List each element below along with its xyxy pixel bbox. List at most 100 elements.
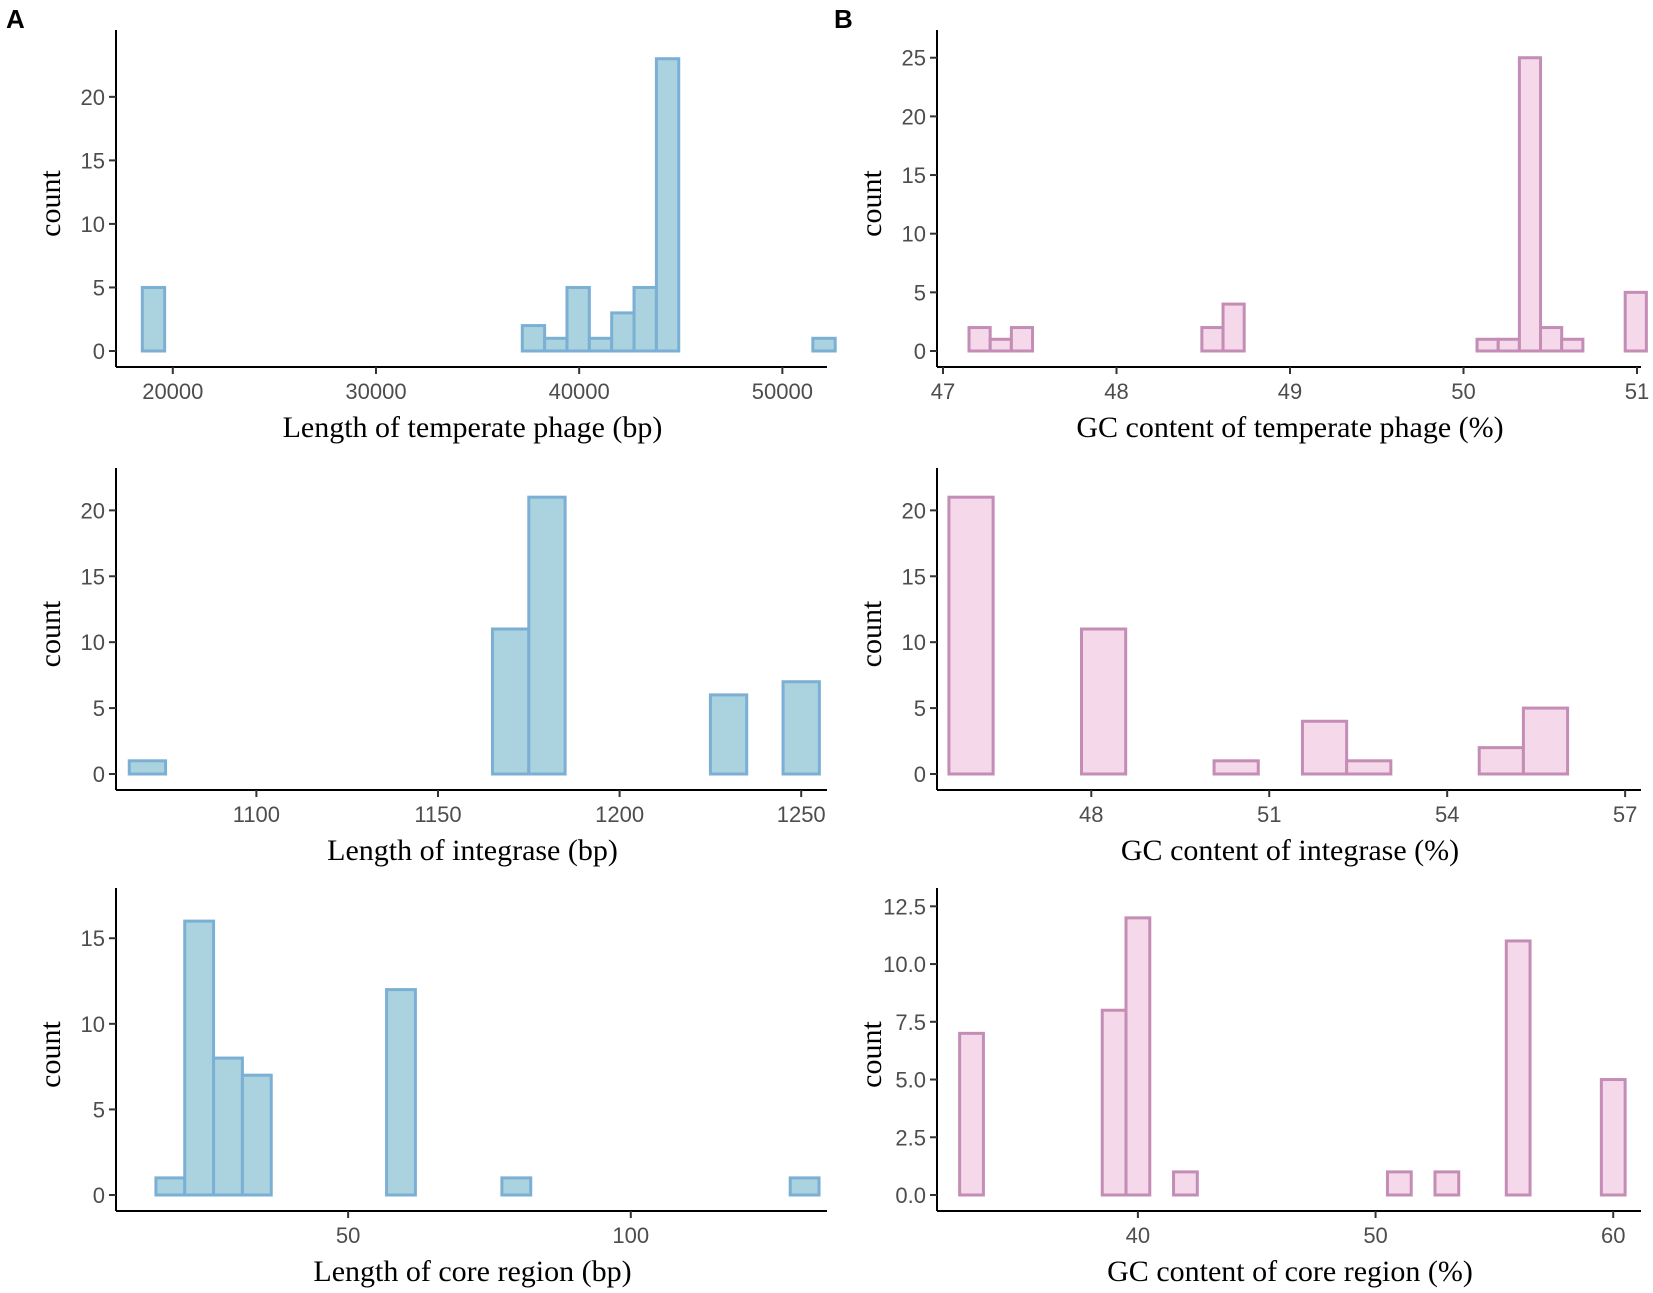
histogram-bar bbox=[212, 1056, 244, 1197]
x-axis-title: Length of integrase (bp) bbox=[327, 834, 618, 867]
y-tick-label: 10 bbox=[81, 212, 105, 237]
y-tick-label: 0 bbox=[914, 762, 926, 787]
histogram-bar bbox=[183, 919, 216, 1197]
histogram-bar bbox=[520, 324, 547, 353]
histogram-bar bbox=[1345, 759, 1393, 776]
y-axis-title: count bbox=[855, 1021, 888, 1088]
x-tick-label: 1200 bbox=[595, 802, 644, 827]
histogram-bar bbox=[1517, 56, 1543, 353]
y-tick-label: 15 bbox=[81, 926, 105, 951]
x-tick-label: 50 bbox=[1363, 1223, 1387, 1248]
histogram-bar bbox=[1124, 916, 1152, 1197]
histogram-phage-length: 0 5 10 15 20 20000 30000 40000 50000 Length of te… bbox=[34, 30, 837, 444]
histogram-bar bbox=[1433, 1170, 1461, 1197]
x-tick-label: 20000 bbox=[142, 379, 203, 404]
histogram-bar bbox=[1100, 1008, 1128, 1197]
y-tick-label: 10.0 bbox=[883, 952, 926, 977]
x-tick-label: 40 bbox=[1126, 1223, 1150, 1248]
y-tick-label: 5 bbox=[914, 280, 926, 305]
histogram-bar bbox=[947, 495, 995, 776]
histogram-bar bbox=[781, 680, 821, 776]
y-tick-label: 5 bbox=[93, 275, 105, 300]
histogram-bar bbox=[1623, 290, 1648, 353]
histogram-bar bbox=[500, 1176, 533, 1197]
histogram-bar bbox=[154, 1176, 187, 1197]
histogram-bar bbox=[1477, 746, 1525, 776]
y-tick-label: 0 bbox=[93, 339, 105, 364]
y-tick-label: 0.0 bbox=[895, 1183, 926, 1208]
y-axis-title: count bbox=[855, 600, 888, 667]
histogram-bar bbox=[1172, 1170, 1199, 1197]
histogram-bar bbox=[1599, 1078, 1627, 1197]
x-axis-title: Length of core region (bp) bbox=[313, 1255, 631, 1288]
y-tick-label: 5 bbox=[914, 696, 926, 721]
y-tick-label: 25 bbox=[902, 46, 926, 71]
x-axis-title: GC content of core region (%) bbox=[1107, 1255, 1473, 1288]
histogram-bar bbox=[1212, 759, 1260, 776]
y-tick-label: 15 bbox=[902, 564, 926, 589]
x-tick-label: 40000 bbox=[549, 379, 610, 404]
histogram-core-length: 0 5 10 15 50 100 Length of core region (bp) cou… bbox=[34, 888, 827, 1288]
histogram-bar bbox=[1504, 939, 1532, 1197]
histogram-phage-gc: 0 5 10 15 20 25 47 48 49 50 51 GC content of temper… bbox=[855, 30, 1649, 444]
y-tick-label: 15 bbox=[81, 148, 105, 173]
histogram-integrase-length: 0 5 10 15 20 1100 1150 1200 1250 Length of integr… bbox=[34, 468, 827, 867]
x-tick-label: 50 bbox=[336, 1223, 360, 1248]
histogram-bar bbox=[1560, 337, 1585, 353]
y-tick-label: 7.5 bbox=[895, 1010, 926, 1035]
x-axis-title: Length of temperate phage (bp) bbox=[283, 411, 663, 444]
y-tick-label: 20 bbox=[902, 498, 926, 523]
histogram-bar bbox=[587, 336, 614, 353]
histogram-bar bbox=[1475, 337, 1500, 353]
x-tick-label: 51 bbox=[1625, 379, 1649, 404]
histogram-bar bbox=[610, 311, 636, 353]
histogram-bar bbox=[565, 285, 591, 353]
y-tick-label: 10 bbox=[902, 630, 926, 655]
histogram-bar bbox=[1521, 706, 1570, 776]
histogram-integrase-gc: 0 5 10 15 20 48 51 54 57 GC content of integrase … bbox=[855, 468, 1641, 867]
histogram-bar bbox=[1009, 326, 1035, 353]
x-tick-label: 30000 bbox=[345, 379, 406, 404]
y-tick-label: 5 bbox=[93, 696, 105, 721]
histogram-bar bbox=[654, 57, 681, 353]
y-axis-title: count bbox=[34, 170, 67, 237]
y-tick-label: 0 bbox=[93, 762, 105, 787]
histogram-bar bbox=[140, 285, 167, 353]
y-axis-title: count bbox=[34, 600, 67, 667]
y-tick-label: 10 bbox=[81, 1012, 105, 1037]
y-tick-label: 15 bbox=[81, 564, 105, 589]
y-tick-label: 10 bbox=[902, 222, 926, 247]
histogram-bar bbox=[811, 336, 837, 353]
y-tick-label: 0 bbox=[914, 339, 926, 364]
y-axis-title: count bbox=[34, 1021, 67, 1088]
histogram-bar bbox=[1300, 719, 1349, 776]
histogram-bar bbox=[240, 1073, 273, 1197]
y-tick-label: 5 bbox=[93, 1097, 105, 1122]
y-axis-title: count bbox=[855, 170, 888, 237]
y-tick-label: 10 bbox=[81, 630, 105, 655]
x-tick-label: 48 bbox=[1104, 379, 1128, 404]
y-tick-label: 12.5 bbox=[883, 894, 926, 919]
histogram-bar bbox=[988, 337, 1013, 353]
histogram-bar bbox=[708, 693, 749, 776]
y-tick-label: 0 bbox=[93, 1183, 105, 1208]
x-tick-label: 47 bbox=[931, 379, 955, 404]
x-tick-label: 57 bbox=[1613, 802, 1637, 827]
panel-label-b: B bbox=[834, 4, 853, 34]
y-tick-label: 5.0 bbox=[895, 1068, 926, 1093]
x-tick-label: 60 bbox=[1601, 1223, 1625, 1248]
y-tick-label: 20 bbox=[902, 104, 926, 129]
histogram-bar bbox=[1539, 326, 1564, 353]
y-tick-label: 20 bbox=[81, 85, 105, 110]
x-tick-label: 49 bbox=[1278, 379, 1302, 404]
histogram-bar bbox=[385, 988, 417, 1197]
histogram-bar bbox=[490, 627, 531, 776]
histogram-bar bbox=[967, 326, 992, 353]
x-tick-label: 1150 bbox=[414, 802, 461, 827]
x-tick-label: 1250 bbox=[777, 802, 826, 827]
histogram-bar bbox=[1496, 337, 1521, 353]
x-axis-title: GC content of integrase (%) bbox=[1121, 834, 1459, 867]
histogram-bar bbox=[1080, 627, 1128, 776]
histogram-bar bbox=[958, 1031, 985, 1197]
